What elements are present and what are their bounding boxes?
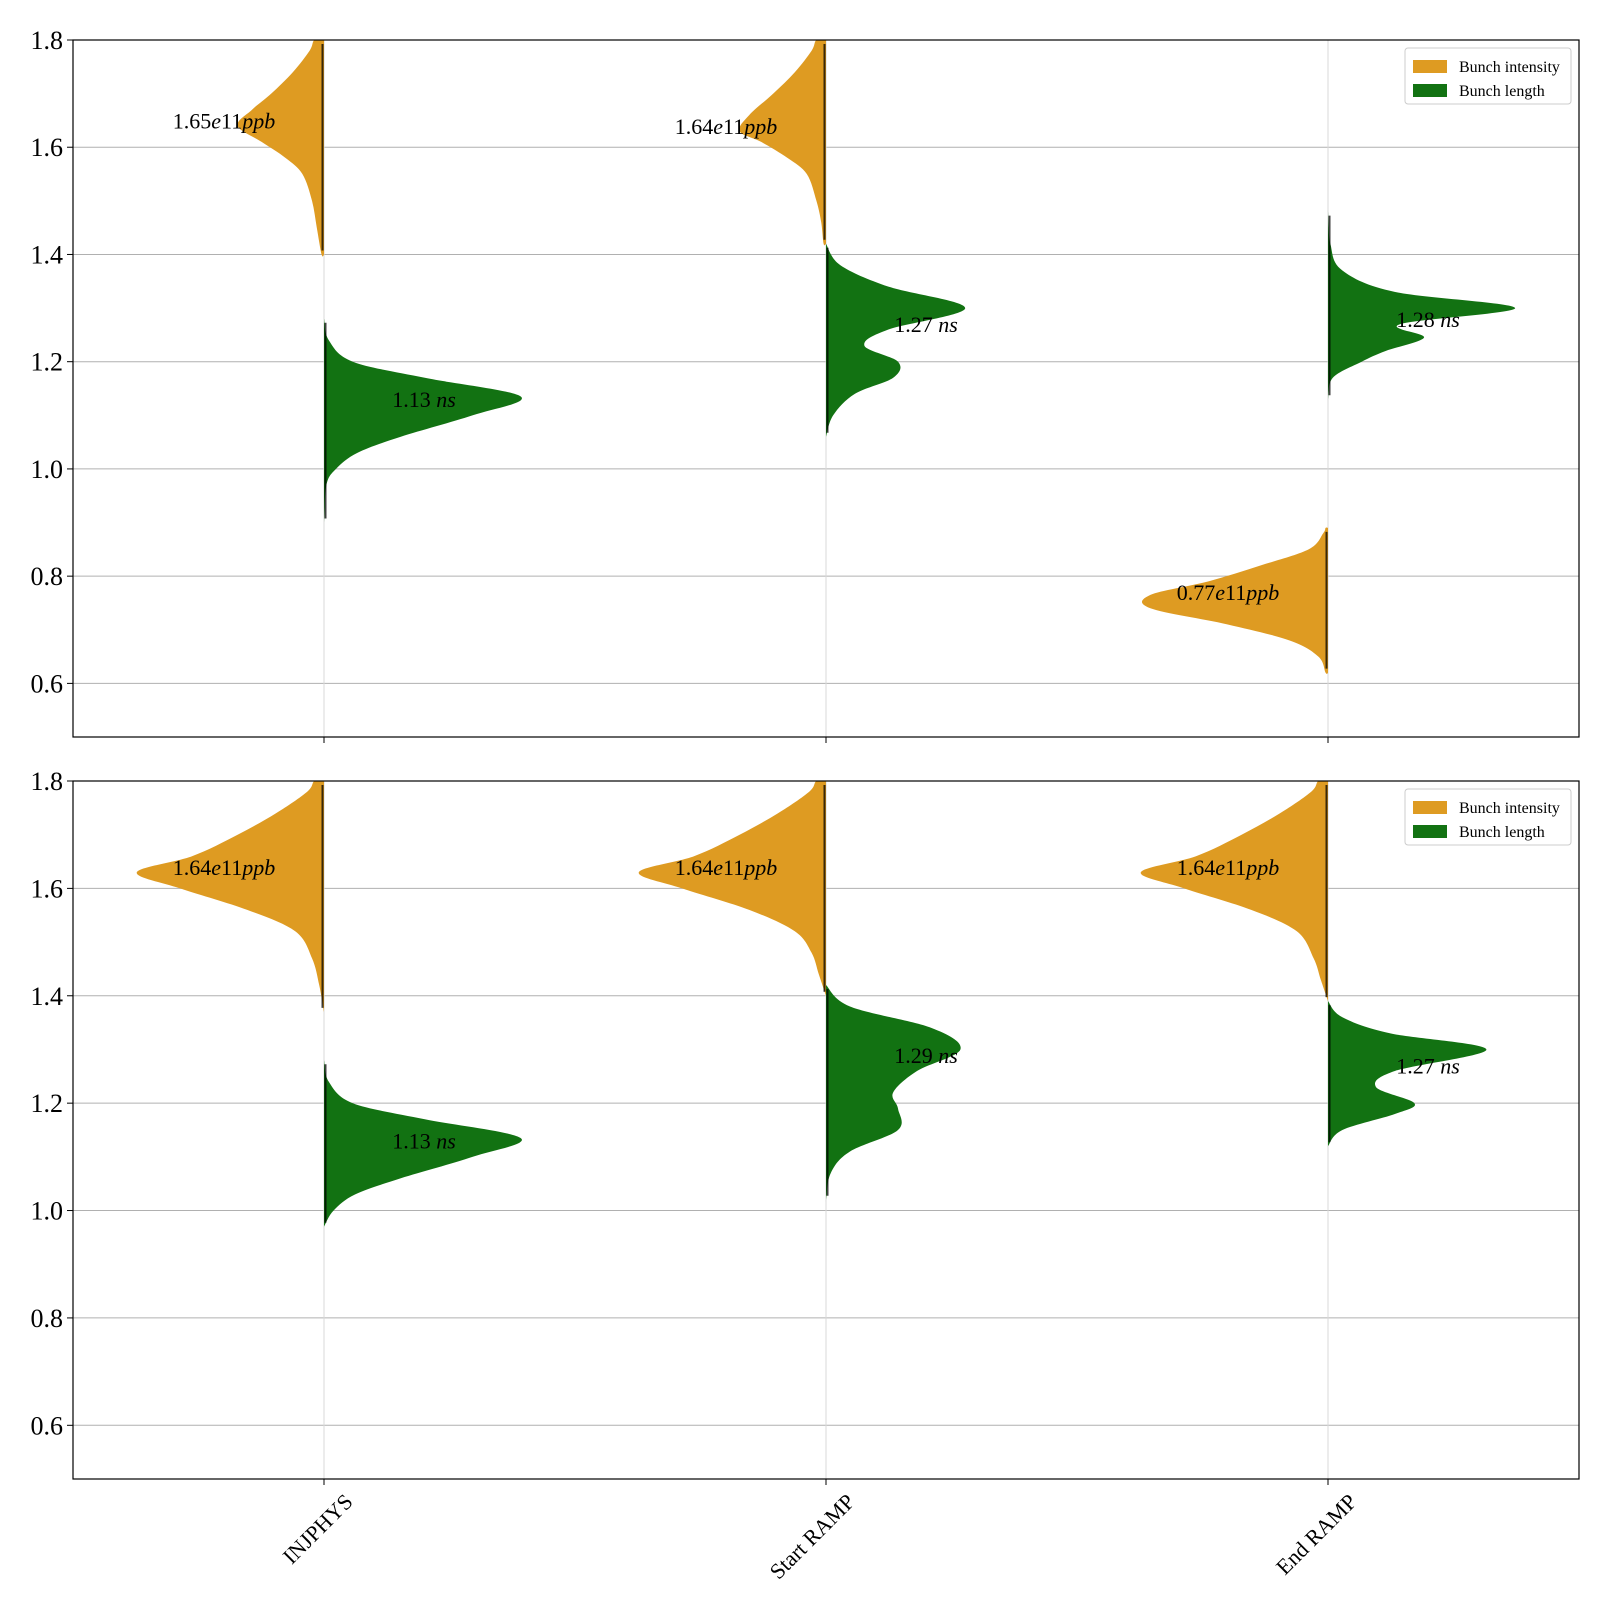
y-tick-label: 1.4	[31, 982, 64, 1011]
violin-intensity-1	[136, 781, 325, 1014]
chart-panel-2: 0.6 0.8 1.0 1.2 1.4 1.6 1.8 1.64e11ppb 1.64e11pp…	[31, 767, 1580, 1584]
y-tick-label: 1.2	[31, 348, 64, 377]
legend-swatch	[1413, 825, 1447, 838]
y-tick-label: 1.6	[31, 874, 64, 903]
violin-value-label: 0.77e11ppb	[1177, 580, 1279, 605]
violin-intensity-3	[1141, 527, 1328, 674]
y-tick-label: 1.6	[31, 133, 64, 162]
y-tick-label: 1.0	[31, 1197, 64, 1226]
violin-value-label: 1.64e11ppb	[675, 114, 777, 139]
chart-panel-1: 0.6 0.8 1.0 1.2 1.4 1.6 1.8 1.65e11ppb 1.64e11pp…	[31, 26, 1580, 743]
y-tick-label: 0.6	[31, 669, 64, 698]
y-tick-label: 0.8	[31, 562, 64, 591]
legend-swatch	[1413, 801, 1447, 814]
violin-intensity-2	[638, 781, 827, 998]
y-tick-label: 1.2	[31, 1089, 64, 1118]
legend-swatch	[1413, 84, 1447, 97]
legend-label: Bunch intensity	[1459, 59, 1560, 76]
legend-label: Bunch length	[1459, 83, 1545, 100]
plot-area	[136, 781, 1487, 1228]
violin-intensity-2	[739, 40, 826, 246]
violin-value-label: 1.13 ns	[392, 1129, 456, 1154]
violin-value-label: 1.27 ns	[894, 312, 958, 337]
violin-value-label: 1.64e11ppb	[1177, 855, 1279, 880]
y-tick-label: 1.0	[31, 455, 64, 484]
violin-length-1	[323, 317, 522, 526]
y-tick-label: 0.6	[31, 1411, 64, 1440]
violin-value-label: 1.28 ns	[1396, 307, 1460, 332]
legend: Bunch intensity Bunch length	[1404, 788, 1572, 846]
axes-frame	[72, 39, 1580, 738]
violin-length-2	[824, 983, 961, 1202]
violin-length-2	[824, 242, 966, 439]
y-tick-label: 1.8	[31, 26, 64, 55]
plot-area	[237, 40, 1516, 674]
violin-value-label: 1.29 ns	[894, 1043, 958, 1068]
violin-length-3	[1326, 999, 1487, 1148]
violin-intensity-1	[237, 40, 324, 257]
y-tick-label: 1.4	[31, 240, 64, 269]
violin-value-label: 1.64e11ppb	[675, 855, 777, 880]
violin-length-3	[1327, 209, 1516, 401]
violin-length-1	[323, 1058, 522, 1228]
y-tick-label: 0.8	[31, 1304, 64, 1333]
violin-value-label: 1.27 ns	[1396, 1054, 1460, 1079]
violin-value-label: 1.65e11ppb	[173, 108, 275, 133]
legend: Bunch intensity Bunch length	[1404, 47, 1572, 105]
violin-value-label: 1.13 ns	[392, 387, 456, 412]
x-tick-label: Start RAMP	[764, 1489, 859, 1584]
x-tick-label: INJPHYS	[278, 1489, 358, 1569]
legend-label: Bunch length	[1459, 824, 1545, 841]
x-tick-label: End RAMP	[1271, 1489, 1362, 1580]
y-tick-label: 1.8	[31, 767, 64, 796]
violin-value-label: 1.64e11ppb	[173, 855, 275, 880]
legend-swatch	[1413, 60, 1447, 73]
violin-intensity-3	[1140, 781, 1329, 1003]
axes-frame	[72, 780, 1580, 1480]
legend-label: Bunch intensity	[1459, 800, 1560, 817]
